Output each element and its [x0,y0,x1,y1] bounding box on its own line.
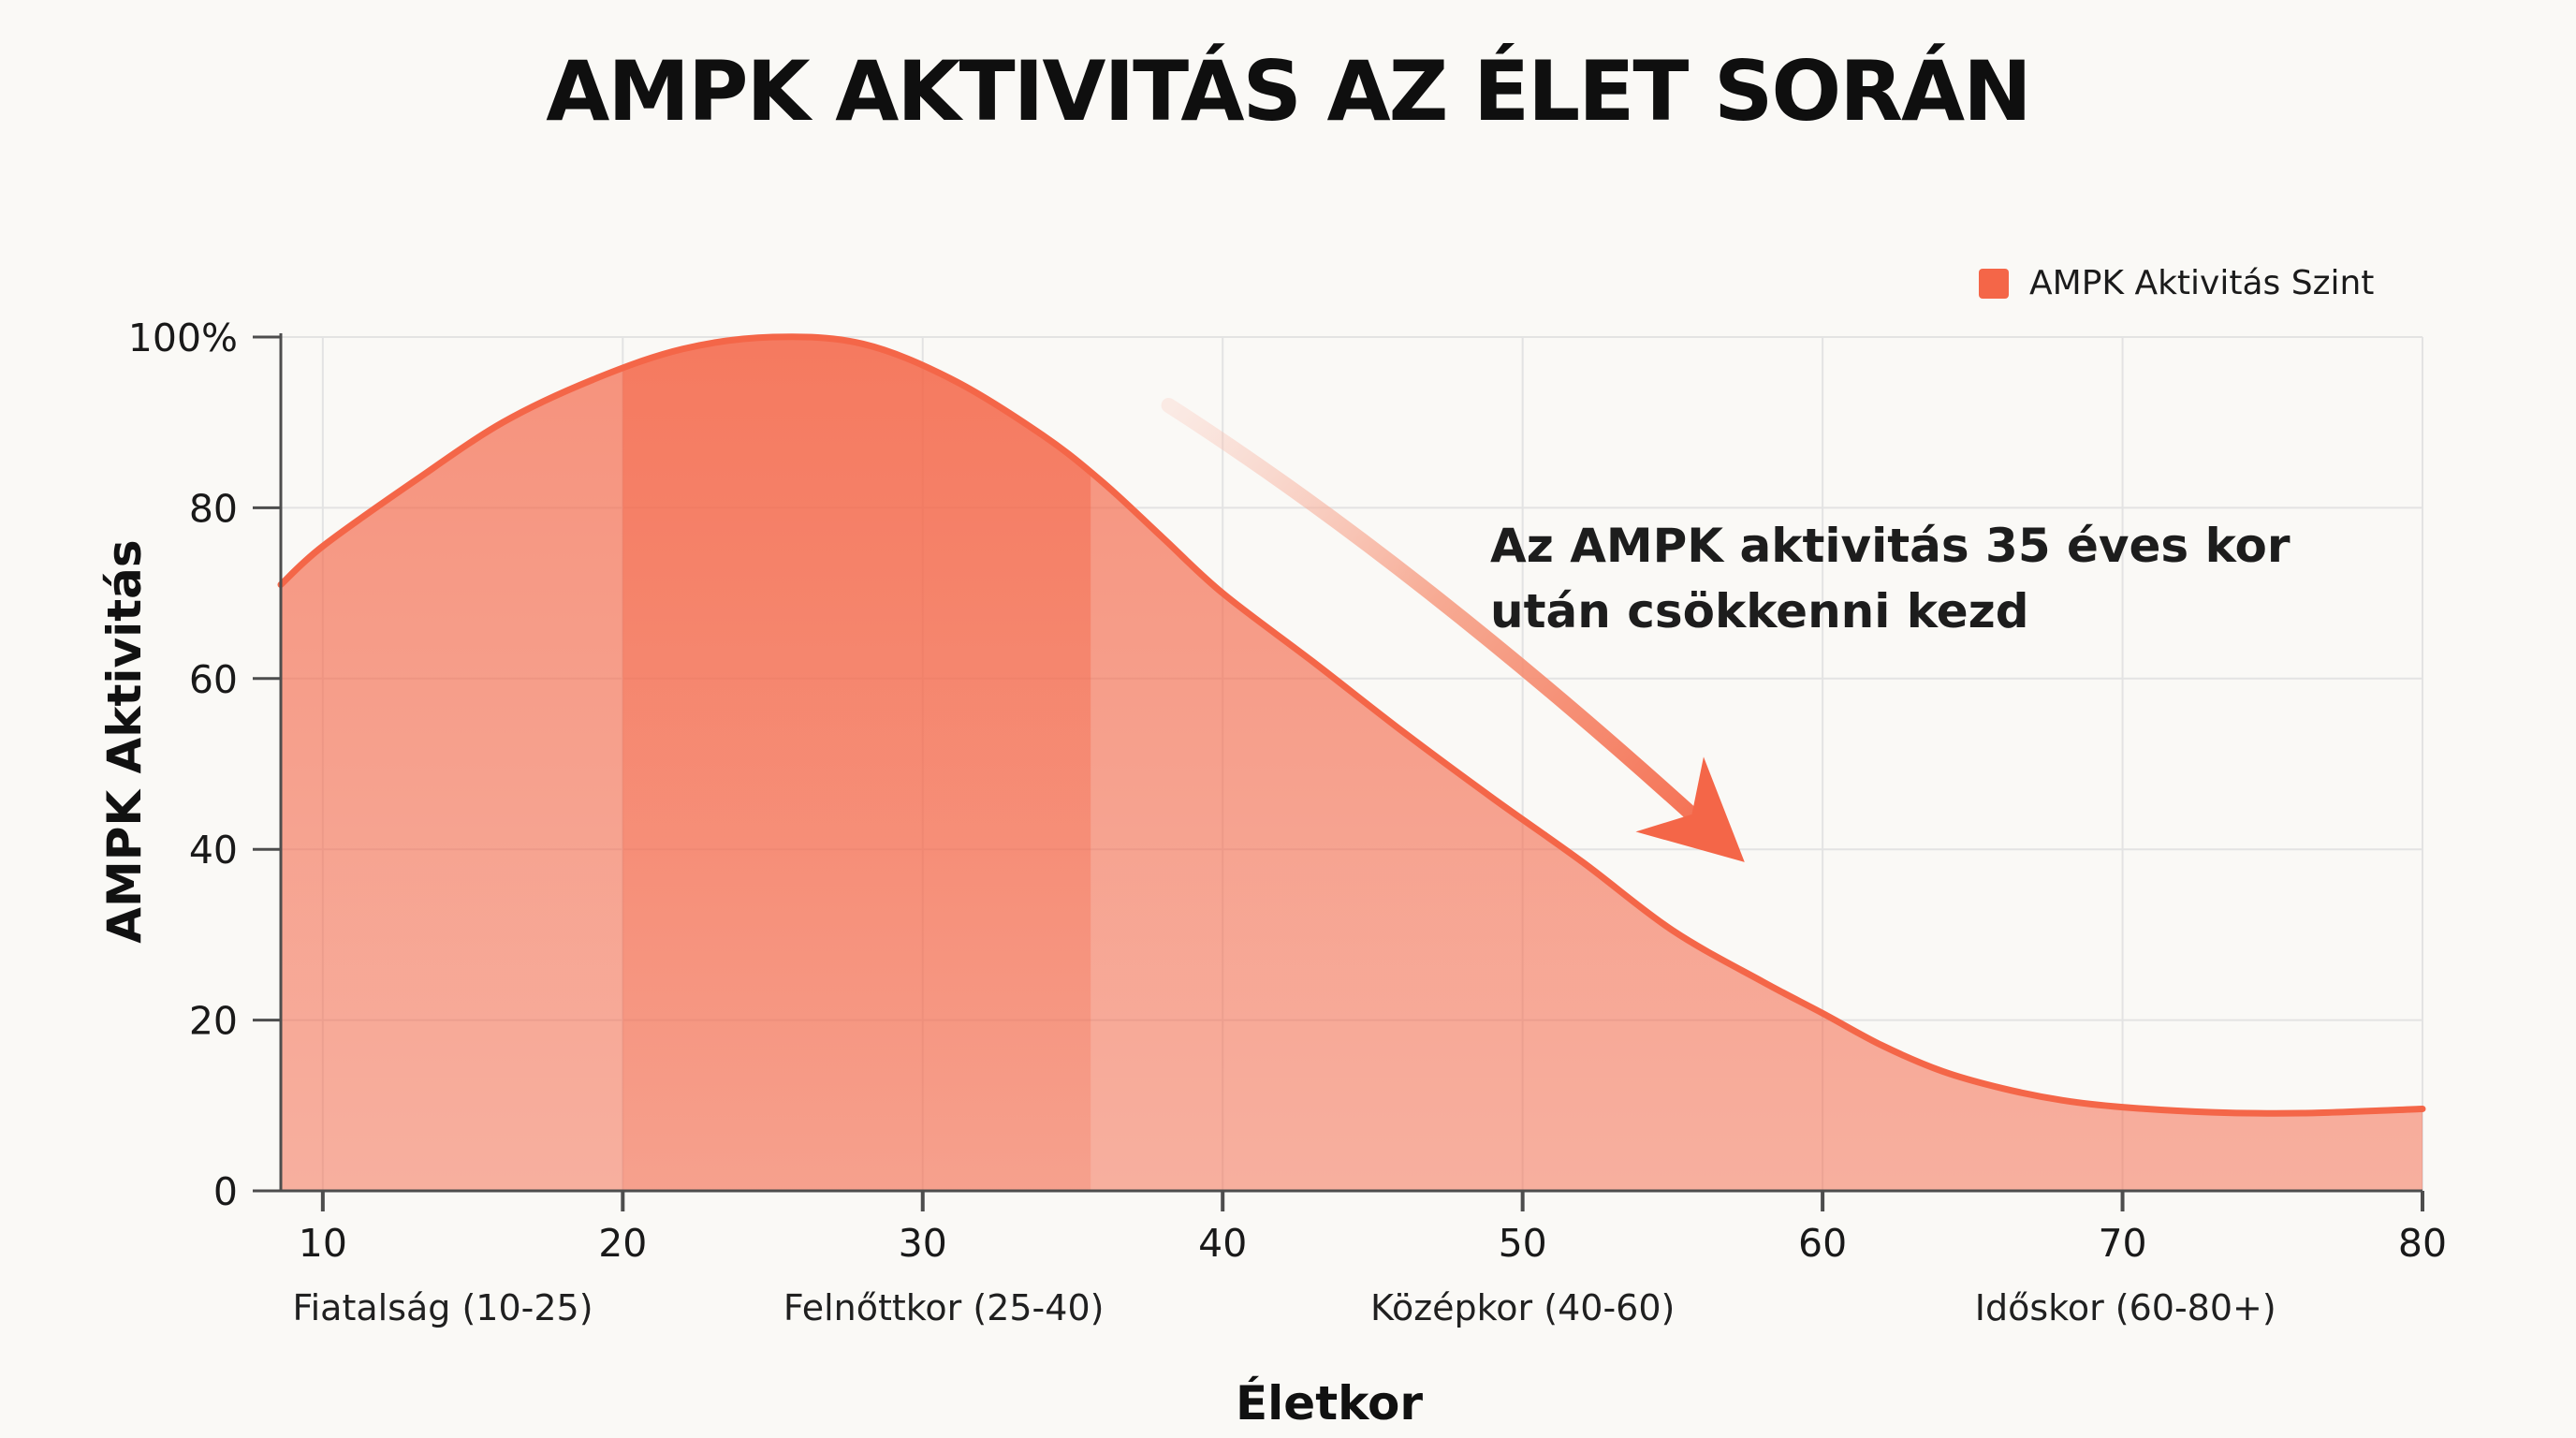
x-tick-label: 10 [299,1221,347,1266]
y-tick-label: 60 [189,657,238,702]
plot-area: 0 20 40 60 80 100% 10 20 30 40 50 60 70 80 Fiatalság (… [128,315,2447,1328]
y-axis-title: AMPK Aktivitás [97,539,152,943]
y-tick-label: 80 [189,486,238,531]
chart-title: AMPK AKTIVITÁS AZ ÉLET SORÁN [546,43,2031,139]
life-stage-label: Fiatalság (10-25) [293,1287,593,1328]
axis-labels: 0 20 40 60 80 100% 10 20 30 40 50 60 70 80 Fiatalság (… [128,315,2447,1328]
x-tick-label: 20 [598,1221,647,1266]
x-tick-label: 80 [2398,1221,2447,1266]
annotation-line-1: Az AMPK aktivitás 35 éves kor [1490,519,2291,573]
legend: AMPK Aktivitás Szint [1979,264,2374,302]
life-stage-label: Időskor (60-80+) [1975,1287,2276,1328]
life-stage-label: Felnőttkor (25-40) [783,1287,1105,1328]
activity-curve [277,333,2426,1117]
y-tick-label: 40 [189,828,238,873]
legend-swatch-icon [1979,268,2009,299]
x-tick-label: 30 [899,1221,947,1266]
y-tick-label: 20 [189,999,238,1044]
life-stage-label: Középkor (40-60) [1370,1287,1675,1328]
x-tick-label: 40 [1198,1221,1247,1266]
y-tick-label: 100% [128,315,238,360]
area-fill [281,336,2422,1191]
axes [253,333,2424,1211]
annotation-line-2: után csökkenni kezd [1490,584,2029,638]
y-tick-label: 0 [213,1169,238,1214]
annotation: Az AMPK aktivitás 35 éves kor után csökk… [1490,513,2291,644]
x-tick-label: 50 [1499,1221,1547,1266]
highlight-band-20-35 [622,337,1091,1191]
x-axis-title: Életkor [1236,1375,1423,1431]
trend-arrow-head [1635,756,1745,862]
trend-arrow-shaft [1161,397,1706,829]
x-tick-label: 60 [1798,1221,1847,1266]
legend-label: AMPK Aktivitás Szint [2029,264,2375,302]
x-tick-label: 70 [2098,1221,2146,1266]
